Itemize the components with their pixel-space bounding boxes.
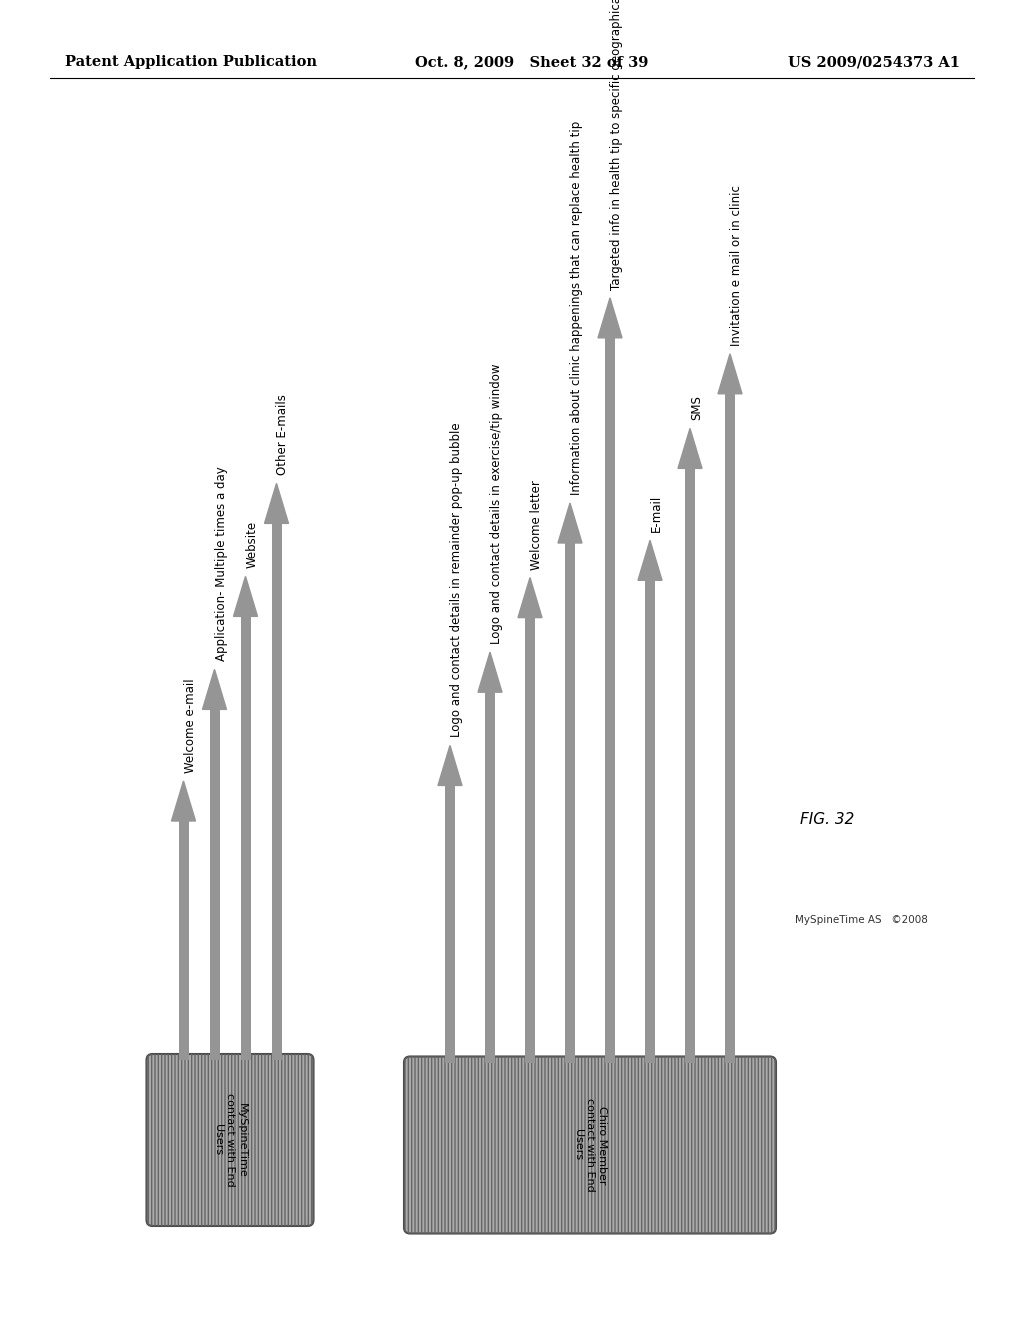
Bar (725, 393, 735, 1063)
Polygon shape (438, 746, 462, 785)
Text: Information about clinic happenings that can replace health tip: Information about clinic happenings that… (570, 120, 583, 495)
Text: Welcome e-mail: Welcome e-mail (183, 678, 197, 774)
Bar (241, 616, 251, 1060)
Polygon shape (478, 652, 502, 692)
Text: Invitation e mail or in clinic: Invitation e mail or in clinic (730, 185, 743, 346)
Text: MySpineTime AS   ©2008: MySpineTime AS ©2008 (795, 915, 928, 925)
Bar (178, 821, 188, 1060)
Polygon shape (718, 354, 742, 393)
Polygon shape (264, 483, 289, 524)
Bar (605, 338, 615, 1063)
Text: Targeted info in health tip to specific geographical areas when needed: Targeted info in health tip to specific … (610, 0, 623, 290)
Text: Other E-mails: Other E-mails (276, 395, 290, 475)
Text: SMS: SMS (690, 396, 703, 420)
Text: Welcome letter: Welcome letter (530, 479, 543, 570)
Text: E-mail: E-mail (650, 495, 663, 532)
Polygon shape (518, 578, 542, 618)
Polygon shape (678, 429, 702, 469)
Polygon shape (233, 577, 257, 616)
Text: US 2009/0254373 A1: US 2009/0254373 A1 (788, 55, 961, 69)
Polygon shape (598, 298, 622, 338)
Text: Logo and contact details in remainder pop-up bubble: Logo and contact details in remainder po… (450, 422, 463, 738)
Bar (445, 785, 455, 1063)
Bar (565, 543, 575, 1063)
Bar (485, 692, 495, 1063)
Polygon shape (171, 781, 196, 821)
Text: Website: Website (246, 521, 258, 569)
Text: Logo and contact details in exercise/tip window: Logo and contact details in exercise/tip… (490, 364, 503, 644)
Polygon shape (638, 540, 662, 581)
Bar (685, 469, 695, 1063)
Bar (271, 524, 282, 1060)
Text: Application- Multiple times a day: Application- Multiple times a day (214, 467, 227, 661)
Polygon shape (203, 669, 226, 709)
Text: MySpineTime
contact with End
Users: MySpineTime contact with End Users (213, 1093, 247, 1187)
FancyBboxPatch shape (404, 1056, 776, 1233)
Bar (645, 581, 655, 1063)
FancyBboxPatch shape (146, 1053, 313, 1226)
Text: Oct. 8, 2009   Sheet 32 of 39: Oct. 8, 2009 Sheet 32 of 39 (415, 55, 648, 69)
Bar (210, 709, 219, 1060)
Text: Chiro Member
contact with End
Users: Chiro Member contact with End Users (573, 1098, 606, 1192)
Text: FIG. 32: FIG. 32 (800, 813, 854, 828)
Bar (525, 618, 535, 1063)
Text: Patent Application Publication: Patent Application Publication (65, 55, 317, 69)
Polygon shape (558, 503, 582, 543)
